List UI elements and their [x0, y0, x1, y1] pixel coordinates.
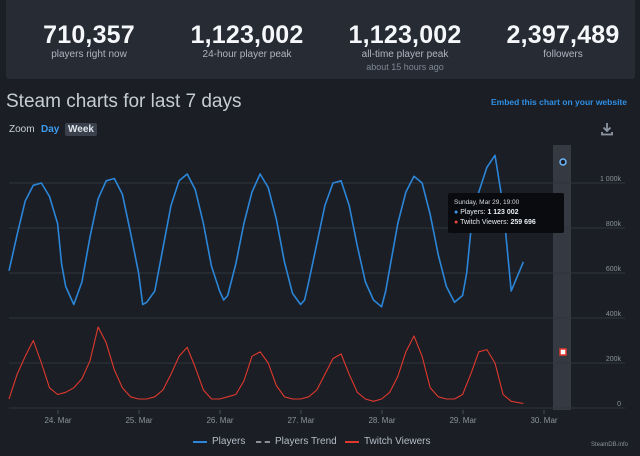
stat-24h-peak: 1,123,002 24-hour player peak	[172, 0, 322, 61]
tooltip-date: Sunday, Mar 29, 19:00	[454, 199, 520, 206]
twitch-marker	[559, 348, 567, 356]
stats-panel: 710,357 players right now 1,123,002 24-h…	[6, 0, 635, 79]
stat-alltime-peak: 1,123,002 all-time player peak about 15 …	[330, 0, 480, 73]
stat-sublabel: about 15 hours ago	[366, 62, 444, 72]
legend-twitch-viewers[interactable]: Twitch Viewers	[345, 436, 431, 447]
stat-label: players right now	[51, 49, 127, 60]
zoom-day-button[interactable]: Day	[41, 124, 60, 135]
tooltip-twitch: ● Twitch Viewers: 259 696	[454, 219, 536, 226]
zoom-label: Zoom	[9, 124, 35, 135]
stat-value: 1,123,002	[190, 21, 304, 49]
twitch-viewers-line	[8, 326, 524, 405]
chart-tooltip: Sunday, Mar 29, 19:00 ● Players: 1 123 0…	[448, 193, 564, 233]
y-tick-label: 200k	[606, 356, 622, 363]
steam-chart[interactable]: 24. Mar 25. Mar 26. Mar 27. Mar 28. Mar 29. M…	[0, 140, 640, 430]
embed-chart-link[interactable]: Embed this chart on your website	[490, 97, 627, 107]
y-tick-label: 600k	[606, 266, 622, 273]
zoom-week-button[interactable]: Week	[65, 123, 97, 136]
x-tick-label: 26. Mar	[206, 416, 233, 425]
x-axis-ticks: 24. Mar 25. Mar 26. Mar 27. Mar 28. Mar 29. M…	[44, 410, 558, 425]
players-marker	[559, 158, 567, 166]
stat-value: 2,397,489	[506, 21, 620, 49]
x-tick-label: 30. Mar	[530, 416, 557, 425]
tooltip-players: ● Players: 1 123 002	[454, 209, 519, 216]
stat-label: all-time player peak	[361, 49, 449, 60]
y-axis-ticks: 0 200k 400k 600k 800k 1 000k	[600, 176, 622, 408]
highlight-band	[553, 145, 571, 410]
legend-players[interactable]: Players	[193, 436, 245, 447]
players-line	[8, 154, 525, 308]
stat-value: 710,357	[43, 21, 135, 49]
x-tick-label: 24. Mar	[44, 416, 71, 425]
stat-label: followers	[543, 49, 583, 60]
legend-players-trend[interactable]: Players Trend	[256, 436, 337, 447]
grid-lines	[9, 182, 625, 409]
stat-followers: 2,397,489 followers	[488, 0, 638, 61]
stat-label: 24-hour player peak	[202, 49, 292, 60]
y-tick-label: 1 000k	[600, 176, 622, 183]
page-title: Steam charts for last 7 days	[6, 91, 242, 112]
stat-value: 1,123,002	[348, 21, 462, 49]
y-tick-label: 0	[617, 401, 621, 408]
y-tick-label: 800k	[606, 221, 622, 228]
x-tick-label: 27. Mar	[287, 416, 314, 425]
x-tick-label: 29. Mar	[449, 416, 476, 425]
credit-text: SteamDB.info	[590, 442, 628, 448]
download-icon[interactable]	[600, 122, 614, 141]
x-tick-label: 28. Mar	[368, 416, 395, 425]
series-lines	[8, 154, 525, 405]
stat-players-now: 710,357 players right now	[14, 0, 164, 61]
y-tick-label: 400k	[606, 311, 622, 318]
x-tick-label: 25. Mar	[125, 416, 152, 425]
